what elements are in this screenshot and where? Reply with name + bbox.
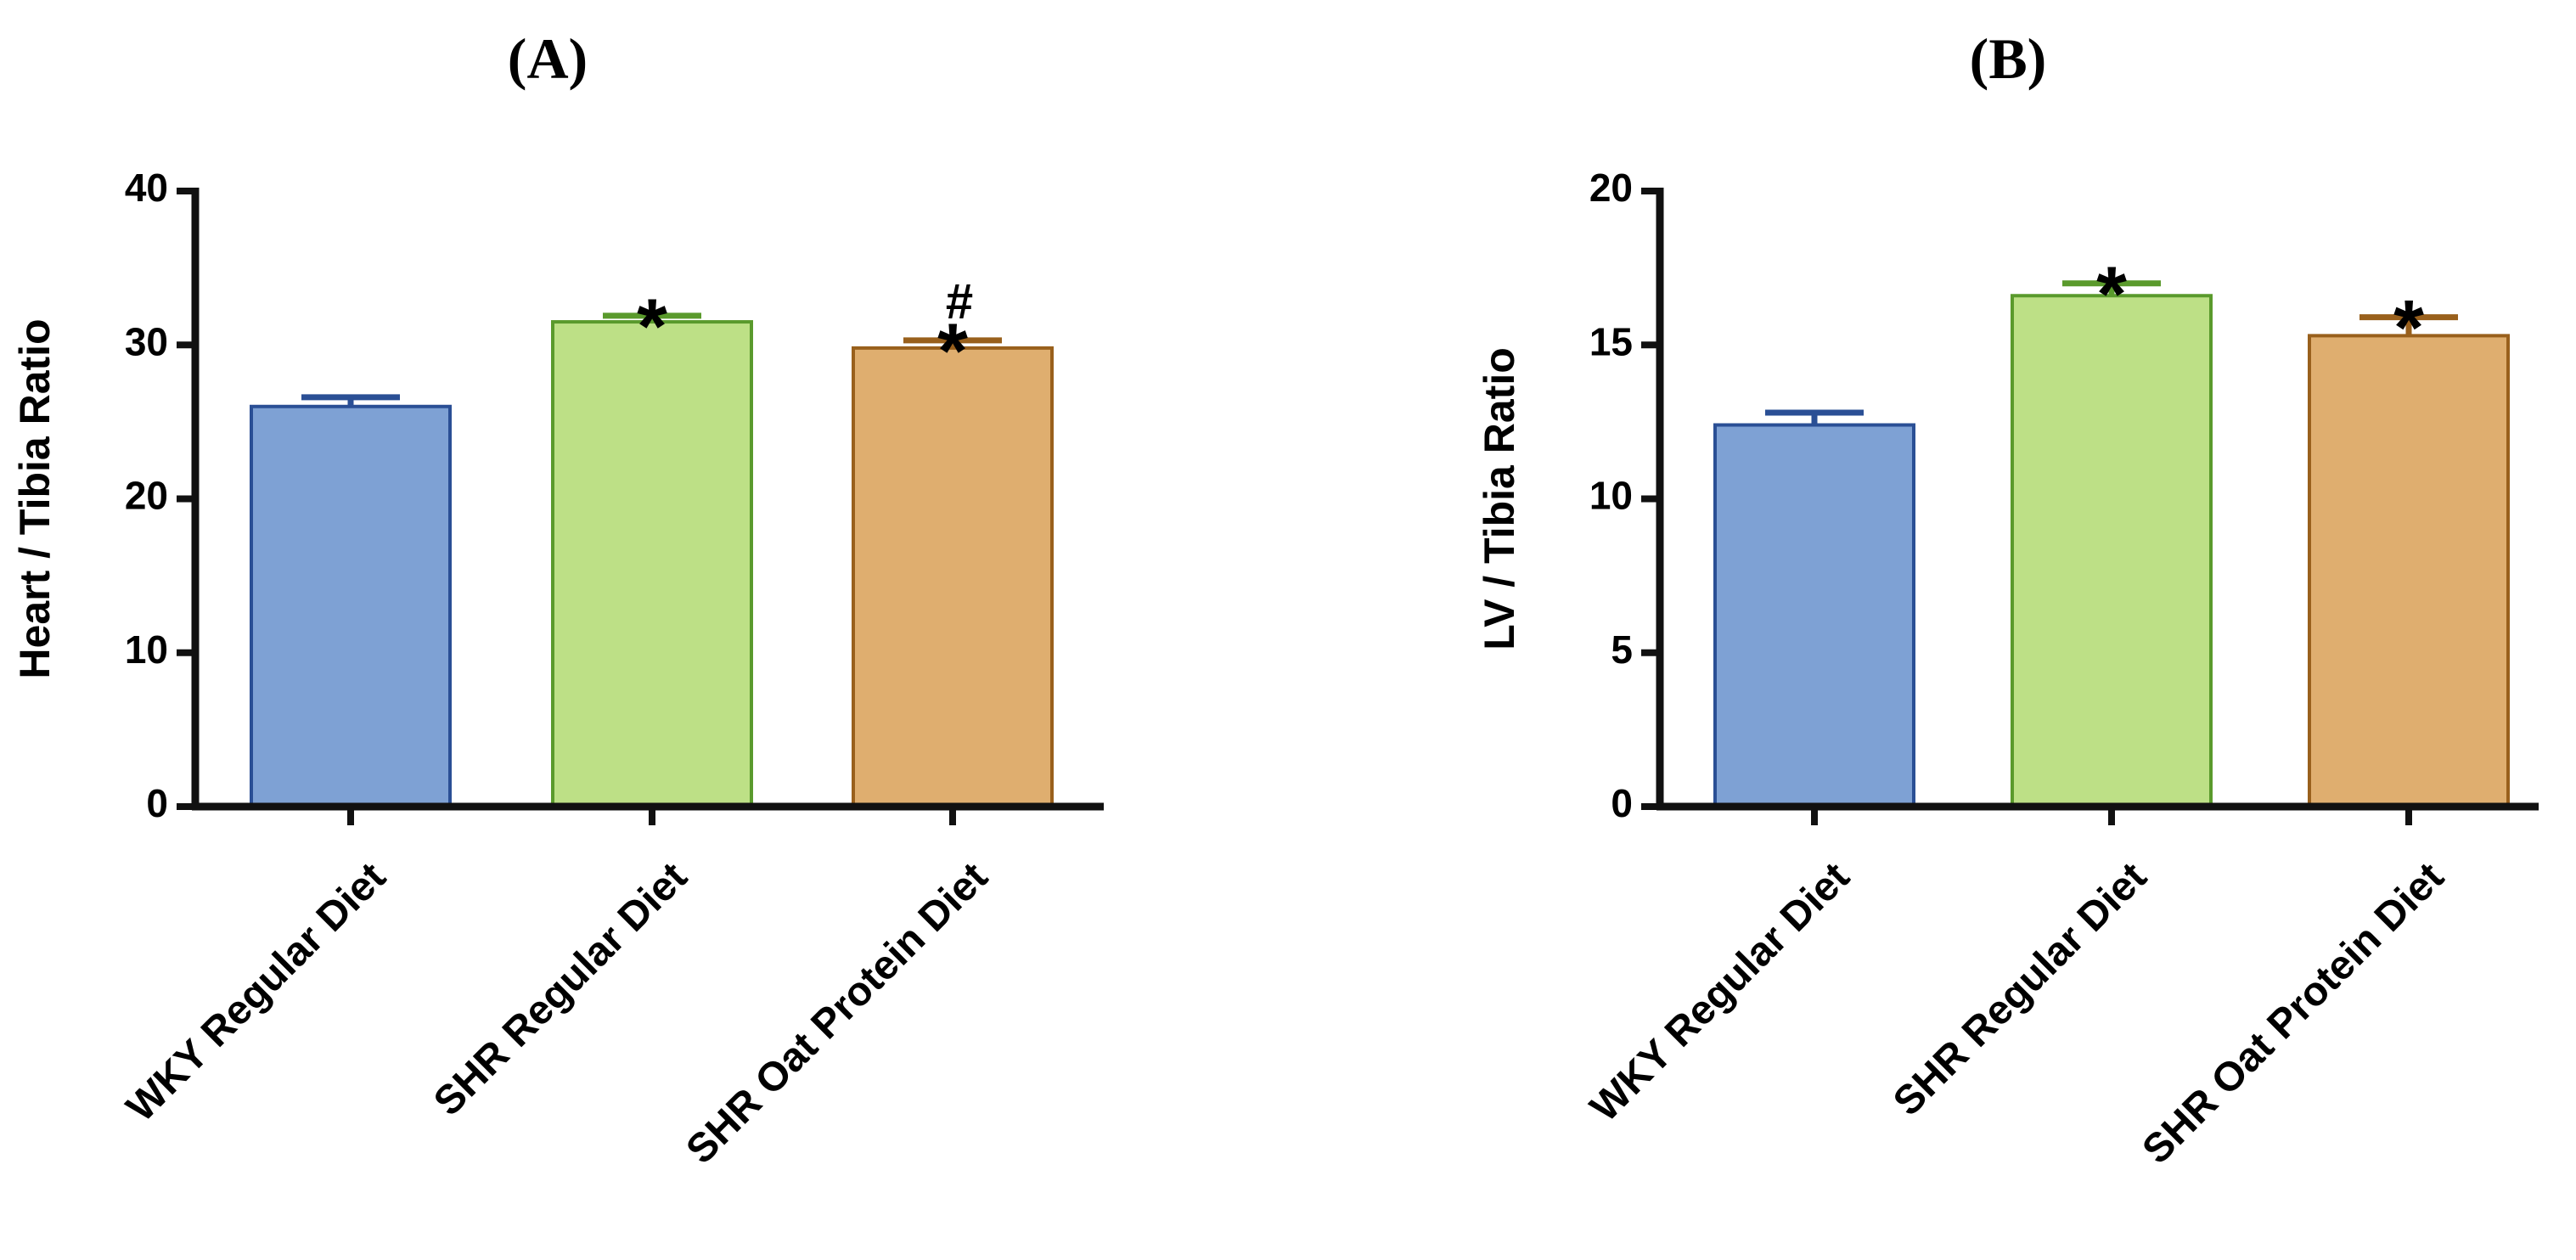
- panel-a-bar-1: [250, 404, 452, 808]
- panel-a-y-tick-label: 10: [125, 627, 168, 672]
- panel-a-significance-star: *: [937, 308, 968, 395]
- panel-b-category-label: SHR Oat Protein Diet: [2134, 854, 2452, 1173]
- panel-a-significance-hash: #: [946, 274, 973, 329]
- panel-b-bar-2: [2011, 294, 2213, 808]
- panel-b: (B) LV / Tibia Ratio 0 5 10 15 20 WKY Regular D…: [1476, 26, 2539, 1173]
- panel-b-label: (B): [1970, 26, 2047, 91]
- panel-a-significance-star: *: [637, 284, 667, 370]
- panel-a-y-tick-label: 30: [125, 319, 168, 363]
- panel-a: (A) Heart / Tibia Ratio 0 10 20 30 40 WKY Regul…: [11, 26, 1104, 1173]
- panel-b-y-tick-label: 5: [1611, 627, 1633, 672]
- panel-b-significance-star: *: [2096, 251, 2127, 338]
- panel-a-category-label: SHR Oat Protein Diet: [678, 854, 996, 1173]
- panel-a-y-tick-label: 20: [125, 474, 168, 518]
- panel-a-category-label: WKY Regular Diet: [118, 854, 394, 1130]
- panel-a-y-axis-title: Heart / Tibia Ratio: [11, 318, 59, 678]
- panel-b-bar-3: [2308, 334, 2510, 808]
- panel-b-category-label: SHR Regular Diet: [1885, 854, 2155, 1124]
- panel-a-category-label: SHR Regular Diet: [425, 854, 695, 1124]
- panel-b-y-tick-label: 0: [1611, 781, 1633, 825]
- panel-b-y-tick-label: 10: [1589, 474, 1633, 518]
- panel-a-bar-3: [852, 346, 1054, 808]
- panel-b-bar-1: [1713, 423, 1915, 808]
- panel-a-y-tick-label: 0: [146, 781, 168, 825]
- panel-a-label: (A): [508, 26, 588, 91]
- panel-b-significance-star: *: [2393, 285, 2424, 372]
- panel-b-y-axis-title: LV / Tibia Ratio: [1476, 347, 1523, 650]
- panel-b-category-label: WKY Regular Diet: [1582, 854, 1858, 1130]
- panel-b-y-tick-label: 20: [1589, 166, 1633, 210]
- panel-a-bar-2: [551, 320, 753, 808]
- panel-a-y-tick-label: 40: [125, 166, 168, 210]
- panel-b-y-tick-label: 15: [1589, 319, 1633, 363]
